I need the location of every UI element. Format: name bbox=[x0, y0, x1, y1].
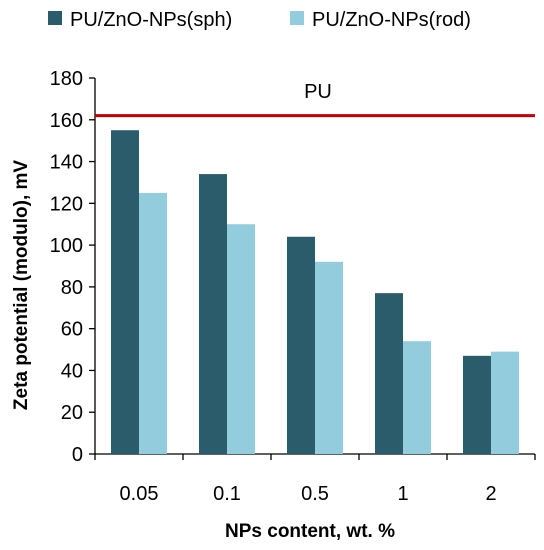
bar-rod bbox=[403, 341, 431, 454]
bars bbox=[111, 130, 519, 455]
bar-sph bbox=[287, 236, 315, 454]
y-tick-label: 80 bbox=[61, 277, 83, 299]
x-tick-label: 0.05 bbox=[120, 483, 159, 505]
bar-sph bbox=[375, 293, 403, 454]
bar-rod bbox=[491, 351, 519, 454]
x-tick-label: 0.1 bbox=[213, 483, 241, 505]
y-tick-label: 0 bbox=[72, 444, 83, 466]
y-tick-label: 180 bbox=[50, 68, 83, 90]
y-tick-label: 40 bbox=[61, 360, 83, 382]
bar-rod bbox=[227, 224, 255, 454]
y-axis-title: Zeta potential (modulo), mV bbox=[11, 160, 32, 410]
legend: PU/ZnO-NPs(sph) PU/ZnO-NPs(rod) bbox=[48, 9, 471, 31]
pu-reference-label: PU bbox=[304, 81, 332, 103]
legend-swatch-rod bbox=[290, 11, 304, 25]
bar-sph bbox=[463, 355, 491, 454]
legend-swatch-sph bbox=[48, 11, 62, 25]
bar-rod bbox=[315, 261, 343, 454]
y-tick-label: 140 bbox=[50, 152, 83, 174]
reference-line-group: PU bbox=[95, 81, 535, 118]
x-tick-label: 1 bbox=[397, 483, 408, 505]
y-tick-label: 60 bbox=[61, 319, 83, 341]
x-axis: 0.05 0.1 0.5 1 2 bbox=[94, 453, 536, 505]
legend-label-sph: PU/ZnO-NPs(sph) bbox=[70, 9, 232, 31]
x-axis-title: NPs content, wt. % bbox=[225, 521, 395, 542]
x-tick-label: 0.5 bbox=[301, 483, 329, 505]
bar-sph bbox=[199, 174, 227, 455]
y-tick-label: 20 bbox=[61, 402, 83, 424]
bar-sph bbox=[111, 130, 139, 454]
y-tick-label: 120 bbox=[50, 193, 83, 215]
bar-rod bbox=[139, 192, 167, 454]
y-tick-label: 160 bbox=[50, 110, 83, 132]
y-tick-label: 100 bbox=[50, 235, 83, 257]
legend-label-rod: PU/ZnO-NPs(rod) bbox=[312, 9, 471, 31]
x-tick-label: 2 bbox=[485, 483, 496, 505]
y-axis: 0 20 40 60 80 100 120 140 160 180 bbox=[50, 68, 96, 466]
